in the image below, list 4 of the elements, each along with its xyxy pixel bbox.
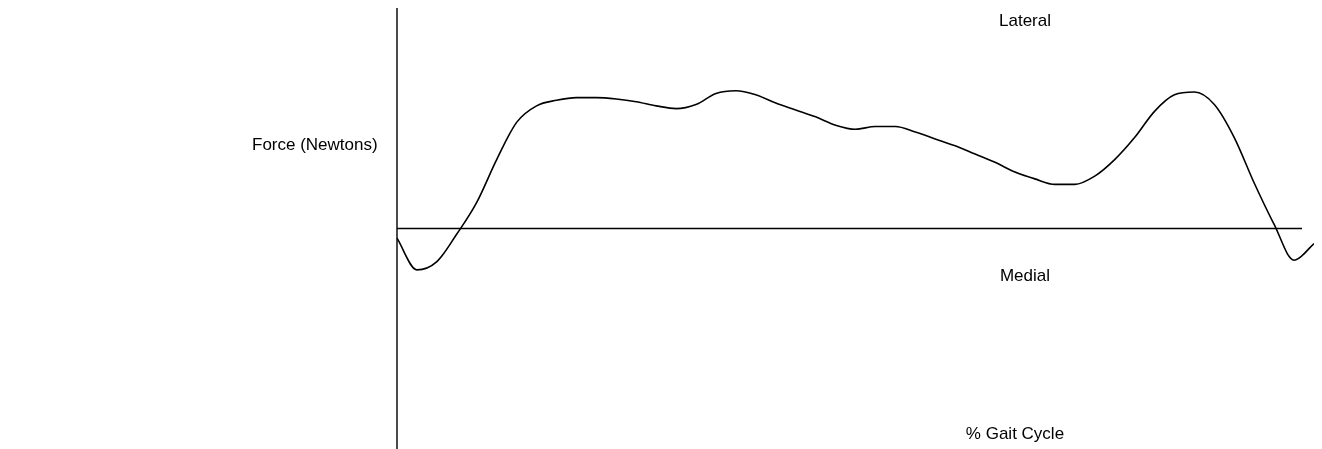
text: % Gait Cycle xyxy=(965,423,1065,443)
y-axis-title: Force (Newtons) xyxy=(252,135,378,155)
text: Lateral xyxy=(998,10,1051,30)
annotation: Medial xyxy=(999,266,1051,286)
